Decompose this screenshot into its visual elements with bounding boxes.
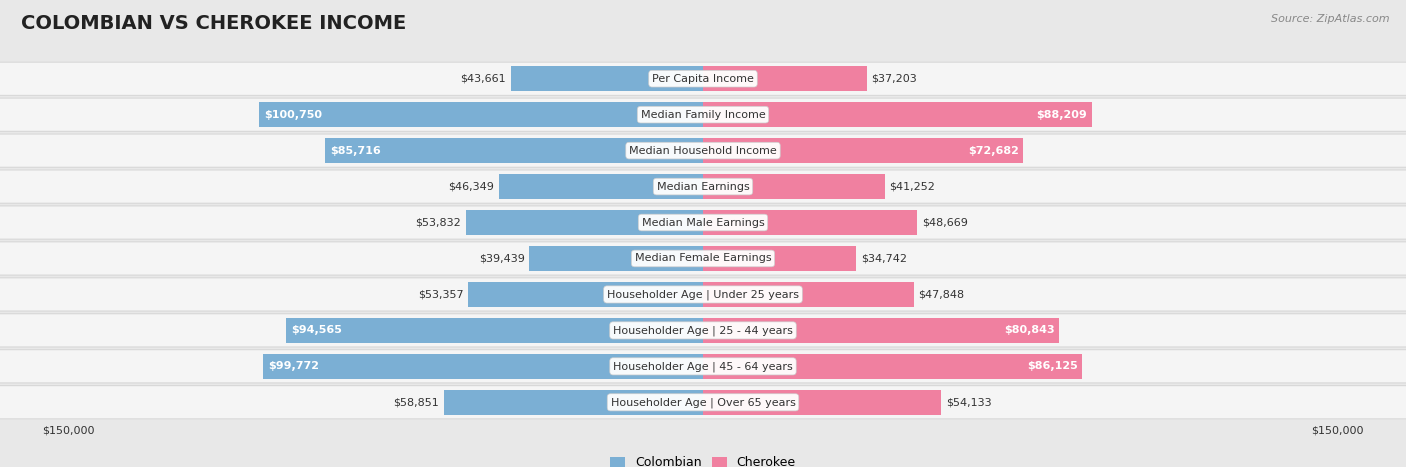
Text: $39,439: $39,439: [479, 254, 524, 263]
FancyBboxPatch shape: [444, 390, 703, 415]
Text: Per Capita Income: Per Capita Income: [652, 74, 754, 84]
FancyBboxPatch shape: [703, 246, 856, 271]
Text: $53,832: $53,832: [415, 218, 461, 227]
FancyBboxPatch shape: [529, 246, 703, 271]
FancyBboxPatch shape: [0, 98, 1406, 131]
FancyBboxPatch shape: [703, 102, 1091, 127]
FancyBboxPatch shape: [703, 138, 1024, 163]
Text: $100,750: $100,750: [264, 110, 322, 120]
Text: $46,349: $46,349: [449, 182, 494, 191]
Text: Median Male Earnings: Median Male Earnings: [641, 218, 765, 227]
FancyBboxPatch shape: [703, 174, 884, 199]
FancyBboxPatch shape: [0, 242, 1406, 275]
Text: $34,742: $34,742: [860, 254, 907, 263]
Text: $37,203: $37,203: [872, 74, 917, 84]
Text: $41,252: $41,252: [890, 182, 935, 191]
Text: Median Earnings: Median Earnings: [657, 182, 749, 191]
FancyBboxPatch shape: [703, 210, 917, 235]
Text: COLOMBIAN VS CHEROKEE INCOME: COLOMBIAN VS CHEROKEE INCOME: [21, 14, 406, 33]
FancyBboxPatch shape: [468, 282, 703, 307]
Text: Householder Age | 45 - 64 years: Householder Age | 45 - 64 years: [613, 361, 793, 372]
Text: $58,851: $58,851: [394, 397, 439, 407]
FancyBboxPatch shape: [0, 170, 1406, 203]
FancyBboxPatch shape: [703, 318, 1059, 343]
FancyBboxPatch shape: [0, 278, 1406, 311]
Text: $88,209: $88,209: [1036, 110, 1087, 120]
Text: $48,669: $48,669: [922, 218, 967, 227]
Legend: Colombian, Cherokee: Colombian, Cherokee: [605, 451, 801, 467]
Text: $85,716: $85,716: [330, 146, 381, 156]
Text: $150,000: $150,000: [1312, 426, 1364, 436]
Text: Householder Age | Over 65 years: Householder Age | Over 65 years: [610, 397, 796, 408]
Text: $80,843: $80,843: [1004, 325, 1054, 335]
Text: $54,133: $54,133: [946, 397, 991, 407]
FancyBboxPatch shape: [259, 102, 703, 127]
FancyBboxPatch shape: [263, 354, 703, 379]
Text: Householder Age | Under 25 years: Householder Age | Under 25 years: [607, 289, 799, 300]
Text: $72,682: $72,682: [967, 146, 1018, 156]
FancyBboxPatch shape: [0, 386, 1406, 419]
FancyBboxPatch shape: [499, 174, 703, 199]
Text: $150,000: $150,000: [42, 426, 94, 436]
Text: Median Female Earnings: Median Female Earnings: [634, 254, 772, 263]
Text: Householder Age | 25 - 44 years: Householder Age | 25 - 44 years: [613, 325, 793, 336]
Text: $86,125: $86,125: [1026, 361, 1078, 371]
Text: $94,565: $94,565: [291, 325, 342, 335]
Text: $53,357: $53,357: [418, 290, 464, 299]
Text: $47,848: $47,848: [918, 290, 965, 299]
FancyBboxPatch shape: [703, 282, 914, 307]
Text: $99,772: $99,772: [269, 361, 319, 371]
Text: Source: ZipAtlas.com: Source: ZipAtlas.com: [1271, 14, 1389, 24]
Text: Median Household Income: Median Household Income: [628, 146, 778, 156]
Text: Median Family Income: Median Family Income: [641, 110, 765, 120]
FancyBboxPatch shape: [465, 210, 703, 235]
FancyBboxPatch shape: [703, 66, 868, 91]
FancyBboxPatch shape: [0, 314, 1406, 347]
FancyBboxPatch shape: [510, 66, 703, 91]
FancyBboxPatch shape: [703, 390, 942, 415]
FancyBboxPatch shape: [0, 206, 1406, 239]
Text: $43,661: $43,661: [460, 74, 506, 84]
FancyBboxPatch shape: [287, 318, 703, 343]
FancyBboxPatch shape: [0, 62, 1406, 95]
FancyBboxPatch shape: [0, 134, 1406, 167]
FancyBboxPatch shape: [325, 138, 703, 163]
FancyBboxPatch shape: [0, 350, 1406, 383]
FancyBboxPatch shape: [703, 354, 1083, 379]
